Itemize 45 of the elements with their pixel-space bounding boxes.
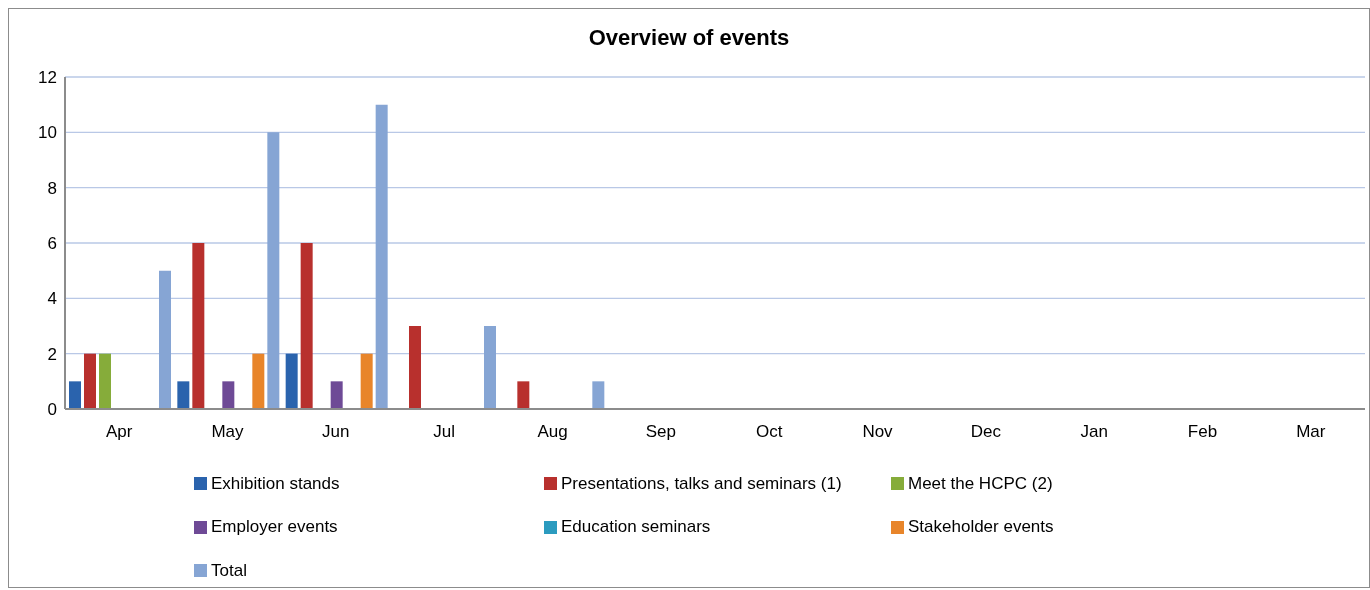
bar <box>517 381 530 409</box>
x-tick-label: May <box>211 422 245 442</box>
legend-label: Employer events <box>211 517 338 538</box>
x-tick-label: Oct <box>755 422 783 442</box>
bar <box>69 381 81 409</box>
y-tick-label: 12 <box>38 68 57 88</box>
bar <box>409 326 421 409</box>
bar <box>375 104 388 409</box>
bar <box>300 243 313 409</box>
bar <box>159 270 171 409</box>
y-tick-label: 6 <box>47 234 57 254</box>
chart-title: Overview of events <box>587 25 791 51</box>
x-tick-label: Jun <box>322 422 350 442</box>
bar <box>192 243 205 409</box>
bar <box>99 353 111 409</box>
legend-label: Meet the HCPC (2) <box>908 473 1053 494</box>
bar <box>360 353 373 409</box>
legend-label: Presentations, talks and seminars (1) <box>561 473 842 494</box>
x-tick-label: Aug <box>537 422 568 442</box>
x-tick-label: Sep <box>645 422 676 442</box>
x-tick-label: Jul <box>433 422 456 442</box>
bar <box>252 353 265 409</box>
y-tick-label: 4 <box>47 289 57 309</box>
y-tick-label: 2 <box>47 344 57 364</box>
bar <box>330 381 343 409</box>
y-tick-label: 0 <box>47 400 57 420</box>
legend-label: Stakeholder events <box>908 517 1054 538</box>
legend-label: Exhibition stands <box>211 473 340 494</box>
y-tick-label: 8 <box>47 178 57 198</box>
legend-label: Total <box>211 560 247 581</box>
x-tick-label: Dec <box>970 422 1002 442</box>
bar <box>267 132 280 409</box>
x-tick-label: Nov <box>862 422 894 442</box>
bar <box>84 353 96 409</box>
x-tick-label: Mar <box>1296 422 1326 442</box>
legend-label: Education seminars <box>561 517 711 538</box>
x-tick-label: Apr <box>105 422 133 442</box>
bar <box>484 326 496 409</box>
bar <box>177 381 190 409</box>
x-tick-label: Jan <box>1080 422 1108 442</box>
bar <box>222 381 235 409</box>
bar <box>592 381 605 409</box>
y-tick-label: 10 <box>38 123 57 143</box>
bar <box>285 353 298 409</box>
x-tick-label: Feb <box>1187 422 1218 442</box>
